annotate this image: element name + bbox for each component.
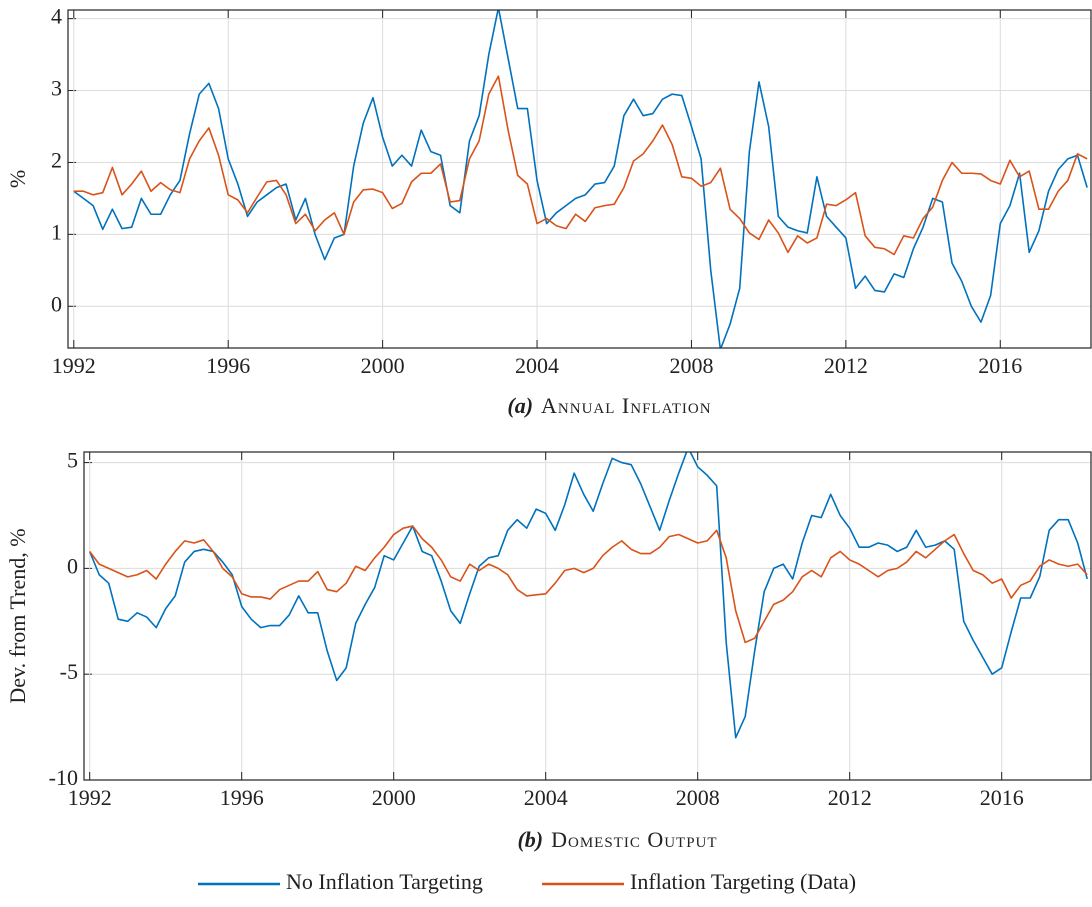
y-axis-label: Dev. from Trend, % <box>5 528 30 703</box>
series-line <box>73 75 1088 256</box>
y-tick-label: -5 <box>60 659 78 684</box>
x-tick-label: 1992 <box>52 353 96 378</box>
x-tick-label: 2008 <box>676 785 720 810</box>
x-tick-label: 2004 <box>515 353 559 378</box>
subplot-caption: (a) Annual Inflation <box>507 393 711 418</box>
legend-label: No Inflation Targeting <box>286 869 483 894</box>
x-tick-label: 2000 <box>361 353 405 378</box>
y-axis-label: % <box>5 170 30 188</box>
y-tick-label: 2 <box>51 148 62 173</box>
x-tick-label: 2016 <box>980 785 1024 810</box>
subplot-title: Domestic Output <box>551 827 717 852</box>
subplot-label: (b) <box>517 827 543 852</box>
y-tick-label: 0 <box>51 291 62 316</box>
y-tick-label: 4 <box>51 4 62 29</box>
x-tick-label: 2000 <box>372 785 416 810</box>
series-line <box>73 10 1088 348</box>
subplot-caption: (b) Domestic Output <box>517 827 717 852</box>
series-line <box>89 525 1088 644</box>
subplot-label: (a) <box>507 393 533 418</box>
axes-frame <box>67 9 1092 349</box>
y-tick-label: 5 <box>67 448 78 473</box>
y-tick-label: 0 <box>67 553 78 578</box>
series-line <box>88 452 1088 739</box>
plot-area <box>88 452 1088 739</box>
x-tick-label: 2004 <box>524 785 568 810</box>
x-tick-label: 2012 <box>824 353 868 378</box>
x-tick-label: 1996 <box>220 785 264 810</box>
plot-area <box>73 10 1088 348</box>
axes-frame <box>83 451 1092 781</box>
x-tick-label: 2008 <box>669 353 713 378</box>
legend-label: Inflation Targeting (Data) <box>630 869 856 894</box>
y-tick-label: -10 <box>49 765 78 790</box>
x-tick-label: 2016 <box>978 353 1022 378</box>
x-tick-label: 1992 <box>68 785 112 810</box>
subplot-title: Annual Inflation <box>541 393 712 418</box>
y-tick-label: 1 <box>51 219 62 244</box>
y-tick-label: 3 <box>51 76 62 101</box>
x-tick-label: 2012 <box>828 785 872 810</box>
x-tick-label: 1996 <box>206 353 250 378</box>
